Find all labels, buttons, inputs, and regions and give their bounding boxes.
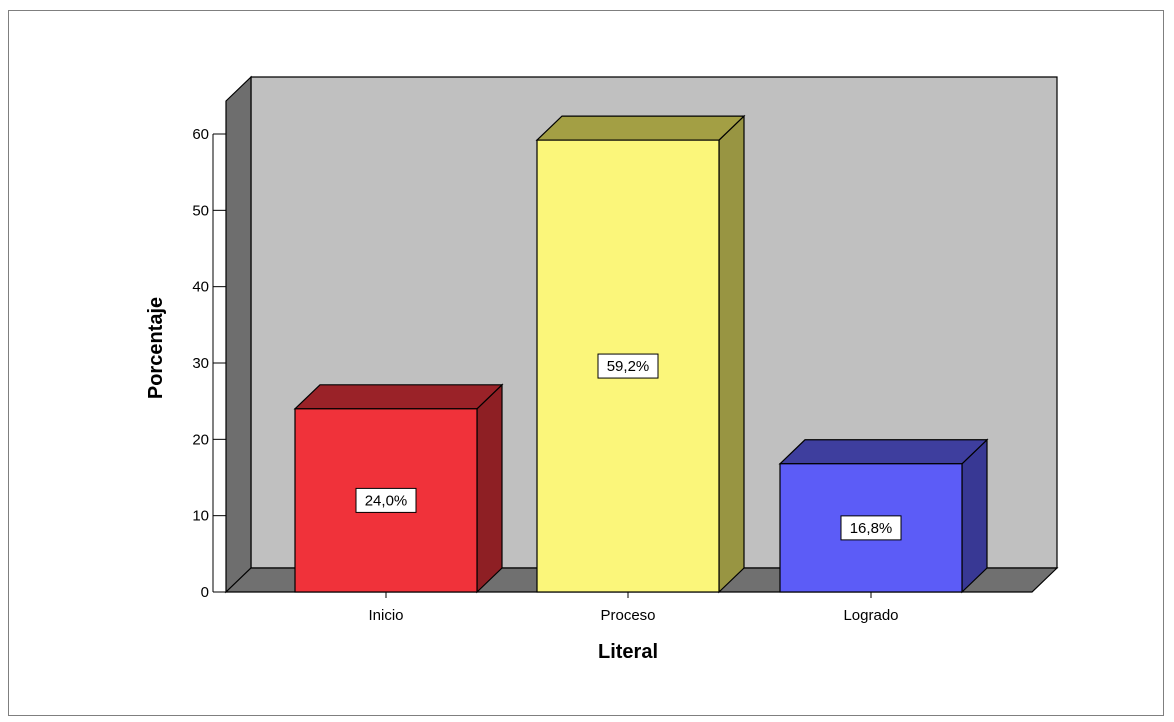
bar-top [535,115,746,141]
data-label: 16,8% [850,520,893,537]
y-tick-label: 50 [192,202,209,219]
data-label-box [355,487,417,513]
y-axis-title: Porcentaje [145,297,167,399]
y-tick-label: 20 [192,431,209,448]
bar-side [476,383,503,594]
y-tick-label: 10 [192,508,209,525]
data-label-box [840,515,902,541]
data-label: 24,0% [365,492,408,509]
bar-side [718,114,745,594]
x-tick-label: Proceso [600,607,655,624]
x-tick-label: Logrado [843,607,898,624]
bar-side [961,438,988,594]
bar-top [293,384,504,410]
x-tick-label: Inicio [368,607,403,624]
bar-inicio [293,383,504,594]
left-wall [225,75,252,594]
y-tick-label: 30 [192,355,209,372]
data-label: 59,2% [607,358,650,375]
bar-top [778,439,989,465]
y-tick-label: 0 [201,584,209,601]
y-tick-label: 40 [192,279,209,296]
y-tick-label: 60 [192,126,209,143]
x-axis-title: Literal [598,641,658,663]
data-label-box [597,353,659,379]
